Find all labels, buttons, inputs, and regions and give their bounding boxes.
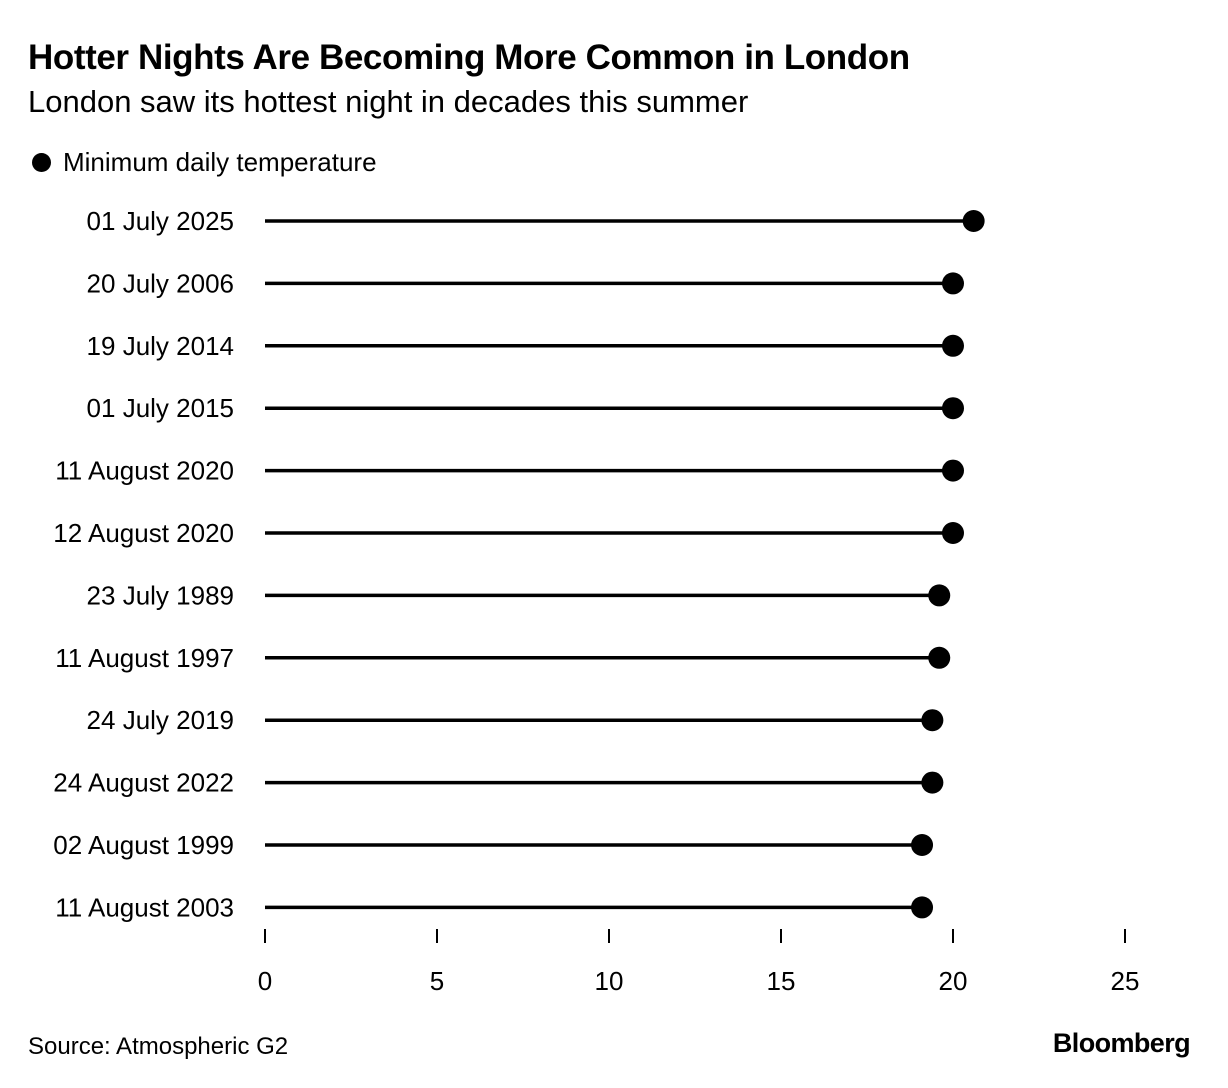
chart-subtitle: London saw its hottest night in decades … xyxy=(28,84,749,119)
data-point xyxy=(962,210,985,232)
legend-label: Minimum daily temperature xyxy=(63,147,377,177)
data-point xyxy=(942,397,964,420)
category-label: 19 July 2014 xyxy=(87,331,234,361)
bloomberg-logo: Bloomberg xyxy=(1052,1028,1191,1058)
data-point xyxy=(921,709,944,732)
x-tick-label: 25 xyxy=(1111,966,1140,996)
x-tick-label: 15 xyxy=(767,966,796,996)
x-tick-label: 20 xyxy=(939,966,968,996)
data-point xyxy=(911,896,934,919)
data-point xyxy=(942,272,964,295)
data-point xyxy=(928,646,951,669)
chart-title: Hotter Nights Are Becoming More Common i… xyxy=(28,38,910,77)
legend: Minimum daily temperature xyxy=(32,147,377,178)
x-tick-label: 10 xyxy=(595,966,624,996)
category-label: 11 August 1997 xyxy=(55,643,234,673)
category-label: 01 July 2015 xyxy=(87,393,234,423)
category-label: 11 August 2003 xyxy=(55,892,234,922)
category-label: 02 August 1999 xyxy=(53,830,234,860)
category-label: 20 July 2006 xyxy=(87,268,234,298)
data-point xyxy=(942,522,964,544)
category-label: 24 August 2022 xyxy=(53,768,234,798)
source-note: Source: Atmospheric G2 xyxy=(28,1033,289,1060)
category-label: 23 July 1989 xyxy=(87,580,234,610)
data-point xyxy=(928,584,951,607)
data-point xyxy=(911,834,934,856)
category-label: 11 August 2020 xyxy=(55,456,234,486)
category-label: 01 July 2025 xyxy=(87,206,234,236)
data-point xyxy=(942,459,964,482)
x-tick-label: 0 xyxy=(258,966,272,996)
category-label: 24 July 2019 xyxy=(87,705,234,735)
x-tick-label: 5 xyxy=(430,966,444,996)
data-point xyxy=(921,771,944,794)
data-point xyxy=(942,334,964,357)
category-label: 12 August 2020 xyxy=(53,518,234,548)
legend-marker xyxy=(32,153,51,172)
